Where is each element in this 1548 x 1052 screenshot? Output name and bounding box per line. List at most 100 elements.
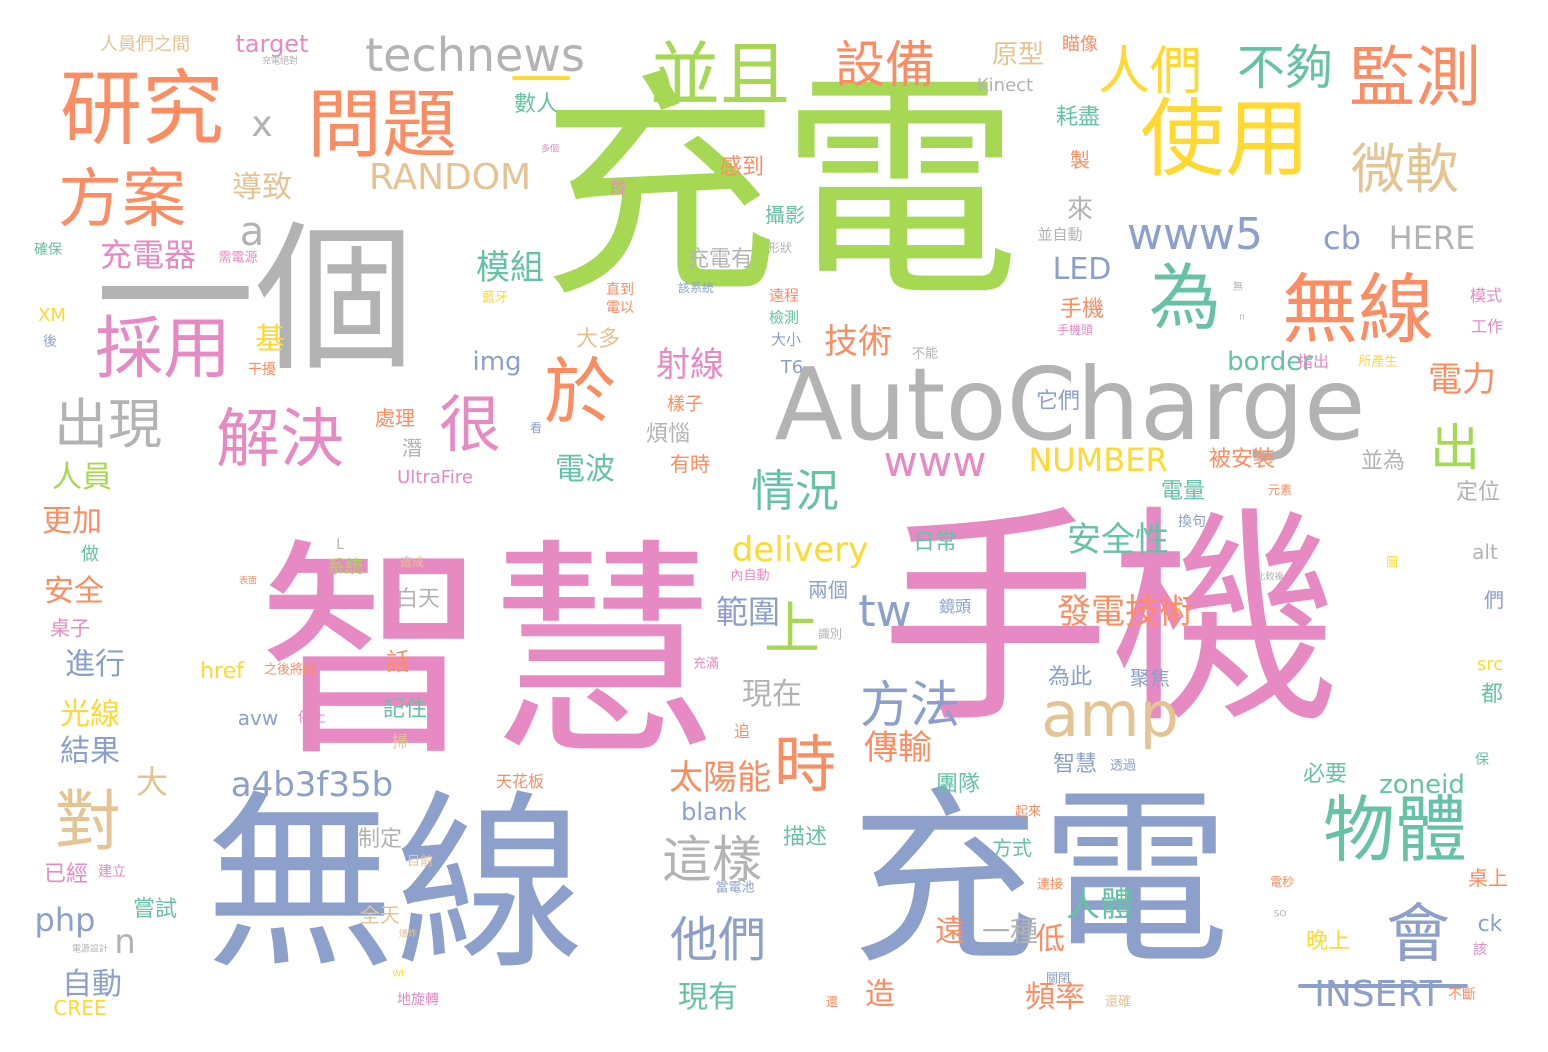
word-staff: 人員 [52, 460, 112, 495]
word-monitor: 監測 [1349, 39, 1481, 116]
word-use: 使用 [1139, 90, 1311, 190]
word-sweep: 掃 [391, 732, 409, 751]
word-remote: 遠程 [768, 286, 800, 305]
word-locate: 定位 [1455, 480, 1501, 505]
word-describe: 描述 [782, 825, 828, 850]
word-phone: 手機 [879, 488, 1341, 755]
word-currently: 目前 [406, 854, 434, 870]
word-charging-has: 充電有 [686, 247, 754, 272]
word-therefore: 為此 [1047, 665, 1093, 690]
word-connect: 連接 [1036, 877, 1064, 893]
word-when-battery: 當電池 [715, 880, 755, 896]
word-big: 大 [135, 763, 169, 801]
word-through: 透過 [1109, 758, 1137, 774]
word-see: 看 [529, 421, 543, 435]
word-power-second: 電秒 [1269, 875, 1295, 889]
word-focus: 聚焦 [1130, 666, 1170, 690]
accent-line-blue [1298, 984, 1468, 988]
word-delivery: delivery [731, 530, 869, 570]
word-t6: T6 [780, 357, 804, 378]
word-night: 晚上 [1305, 929, 1351, 954]
word-exhaust: 耗盡 [1055, 105, 1101, 130]
word-a: a [239, 209, 265, 255]
word-led: LED [1052, 252, 1112, 287]
word-phone-small: 手機 [1059, 297, 1105, 322]
word-n: n [114, 922, 136, 962]
word-device: 設備 [835, 36, 935, 94]
word-figure: 圖 [1385, 555, 1399, 569]
word-already: 已經 [43, 862, 89, 887]
word-href: href [200, 659, 244, 684]
word-track: 蹤 [609, 178, 627, 197]
word-kinect: Kinect [976, 75, 1034, 96]
word-lens: 鏡頭 [938, 597, 972, 616]
word-result: 結果 [60, 734, 120, 769]
word-identify: 識別 [817, 627, 843, 641]
word-cannot: 不能 [911, 346, 939, 362]
word-alt: alt [1472, 540, 1498, 564]
word-produce: 製 [1070, 148, 1090, 172]
word-module: 模組 [476, 248, 544, 288]
word-existing: 現有 [678, 980, 738, 1015]
word-method: 方法 [860, 676, 960, 734]
word-zoneid: zoneid [1379, 770, 1465, 800]
word-phone-head: 手機頭 [1056, 323, 1094, 337]
word-come: 來 [1066, 195, 1094, 225]
word-table: 桌子 [50, 616, 90, 640]
word-in-other-words: 換句 [1178, 514, 1206, 530]
word-www5: www5 [1127, 209, 1263, 260]
word-power-tech: 發電技術 [1057, 592, 1193, 632]
word-src: src [1476, 654, 1504, 675]
word-solve: 解決 [216, 403, 344, 477]
word-time: 時 [773, 728, 837, 801]
word-more: 更加 [42, 504, 102, 539]
word-continuously: 不斷 [1448, 987, 1476, 1003]
word-mostly: 大多 [575, 327, 621, 352]
word-and-auto: 並自動 [1037, 225, 1083, 244]
word-this-way: 這樣 [662, 831, 762, 889]
word-formulate: 制定 [357, 827, 403, 852]
word-transmit: 傳輸 [864, 728, 932, 768]
word-secure: 安全 [44, 574, 104, 609]
word-scheme: 方案 [58, 163, 186, 237]
word-two: 兩個 [808, 578, 848, 602]
word-low: 低 [1035, 922, 1065, 957]
word-mode: 模式 [1469, 286, 1503, 305]
word-border: border [1227, 347, 1313, 377]
word-one-kind: 一種 [981, 915, 1039, 948]
word-and-for: 並為 [1360, 449, 1406, 474]
word-system: 系統 [327, 557, 363, 578]
word-charger: 充電器 [99, 236, 197, 274]
word-electricity: 電力 [1428, 360, 1496, 400]
word-safety: 安全性 [1067, 520, 1169, 560]
word-ultrafire: UltraFire [397, 467, 473, 488]
word-installed: 被安裝 [1208, 447, 1276, 472]
word-feel: 感到 [719, 155, 765, 180]
word-prototype: 原型 [991, 40, 1045, 70]
word-chase: 追 [733, 722, 751, 741]
word-way: 方式 [992, 836, 1032, 860]
word-rise: 起來 [1014, 804, 1042, 820]
word-smart: 智慧 [257, 521, 719, 788]
word-all: 都 [1480, 682, 1504, 707]
word-target: target [235, 30, 309, 58]
word-adopt: 採用 [94, 310, 232, 389]
word-try: 嘗試 [132, 897, 178, 922]
word-they: 他們 [669, 912, 767, 968]
word-ceiling: 天花板 [495, 772, 545, 791]
word-the-system: 該系統 [677, 281, 715, 295]
word-appearance: 樣子 [667, 394, 703, 415]
word-cb: cb [1323, 219, 1361, 257]
word-technews: technews [365, 28, 585, 82]
word-charge-large-green: 充電 [539, 50, 1021, 330]
word-remember: 記住 [382, 697, 428, 722]
word-wireless-large-blue: 無線 [204, 774, 586, 995]
word-technology: 技術 [824, 322, 892, 362]
word-stop: 停止 [298, 710, 326, 726]
word-www: www [883, 437, 987, 486]
word-power-by: 電以 [606, 300, 634, 316]
word-very: 很 [438, 388, 502, 461]
word-cause: 造成 [399, 555, 425, 569]
word-x: x [251, 104, 273, 145]
word-not-enough: 不夠 [1236, 40, 1334, 96]
